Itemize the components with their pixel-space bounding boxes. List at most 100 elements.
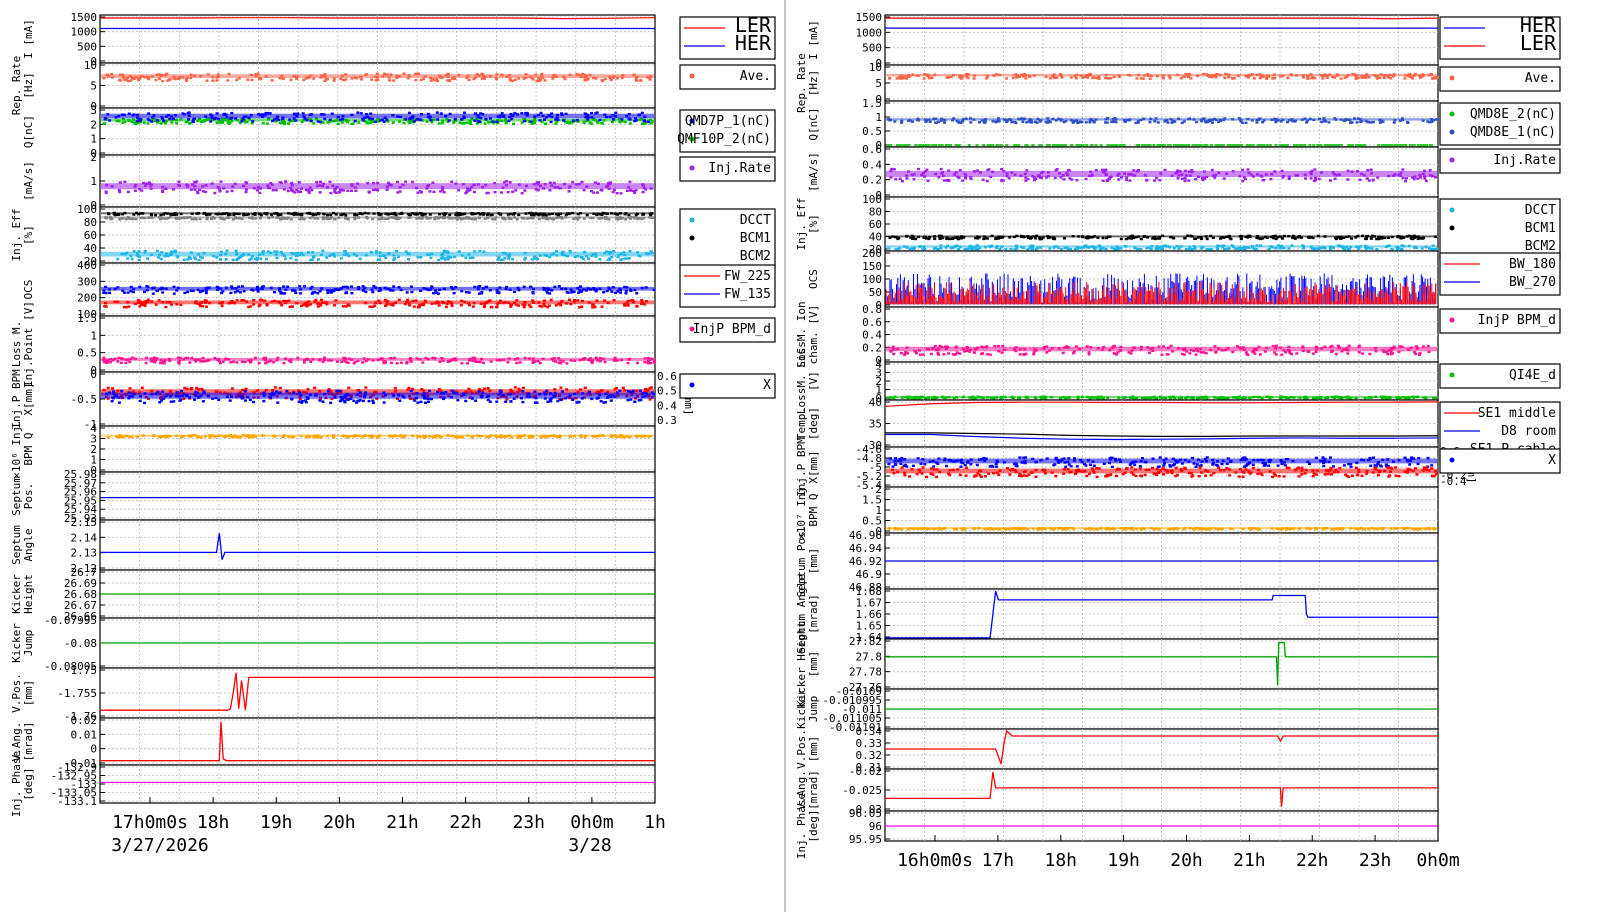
y-tick-label: 2.15 xyxy=(71,516,98,529)
data-point xyxy=(344,214,347,216)
data-point xyxy=(624,257,627,259)
series-line xyxy=(885,18,1438,19)
data-point xyxy=(161,390,164,392)
data-point xyxy=(105,362,108,364)
data-point xyxy=(250,79,253,81)
data-point xyxy=(1157,144,1160,146)
data-point xyxy=(279,181,282,183)
data-point xyxy=(248,259,251,261)
legend-label: BCM1 xyxy=(740,231,771,246)
data-point xyxy=(895,77,898,79)
data-point xyxy=(329,119,332,121)
y-tick-label: 1000 xyxy=(856,26,883,39)
data-point xyxy=(494,191,497,193)
legend: QMD7P_1(nC)QMF10P_2(nC) xyxy=(677,110,775,152)
legend-swatch xyxy=(690,166,695,171)
data-point xyxy=(1413,144,1416,146)
legend-swatch xyxy=(1450,130,1455,135)
data-point xyxy=(161,362,164,364)
data-point xyxy=(534,401,537,403)
data-point xyxy=(246,79,249,81)
data-point xyxy=(562,119,565,121)
data-point xyxy=(1000,144,1003,146)
data-point xyxy=(1184,177,1187,179)
data-point xyxy=(1014,144,1017,146)
data-point xyxy=(367,191,370,193)
data-point xyxy=(192,118,195,120)
data-point xyxy=(982,144,985,146)
data-point xyxy=(1369,121,1372,123)
y-tick-label: 1500 xyxy=(71,11,98,24)
data-point xyxy=(371,306,374,308)
series-band xyxy=(101,287,654,291)
data-point xyxy=(1228,144,1231,146)
data-point xyxy=(408,304,411,306)
data-point xyxy=(934,121,937,123)
data-point xyxy=(189,122,192,124)
legend: Ave. xyxy=(1440,67,1560,91)
data-point xyxy=(544,79,547,81)
legend: InjP BPM_d xyxy=(680,318,775,342)
y-tick-label: 1.5 xyxy=(77,312,97,325)
data-point xyxy=(435,292,438,294)
data-point xyxy=(183,292,186,294)
data-point xyxy=(419,119,422,121)
data-point xyxy=(272,361,275,363)
data-point xyxy=(619,192,622,194)
data-point xyxy=(947,76,950,78)
data-point xyxy=(228,122,231,124)
data-point xyxy=(1117,178,1120,180)
data-point xyxy=(468,79,471,81)
data-point xyxy=(272,189,275,191)
data-point xyxy=(1329,179,1332,181)
y-axis-label: Height xyxy=(22,574,35,614)
data-point xyxy=(256,189,259,191)
data-point xyxy=(128,361,131,363)
data-point xyxy=(383,120,386,122)
data-point xyxy=(1080,144,1083,146)
data-point xyxy=(496,305,499,307)
data-point xyxy=(284,181,287,183)
data-point xyxy=(105,305,108,307)
data-point xyxy=(519,361,522,363)
data-point xyxy=(226,79,229,81)
data-point xyxy=(173,292,176,294)
data-point xyxy=(108,119,111,121)
data-point xyxy=(604,361,607,363)
data-point xyxy=(159,122,162,124)
data-point xyxy=(161,80,164,82)
data-point xyxy=(1217,121,1220,123)
data-point xyxy=(521,401,524,403)
data-point xyxy=(1177,177,1180,179)
y-tick-label: 1 xyxy=(90,329,97,342)
data-point xyxy=(416,192,419,194)
data-point xyxy=(232,259,235,261)
data-point xyxy=(443,191,446,193)
data-point xyxy=(572,119,575,121)
data-point xyxy=(1259,77,1262,79)
data-point xyxy=(205,305,208,307)
y-tick-label: -0.5 xyxy=(71,393,98,406)
data-point xyxy=(318,399,321,401)
data-point xyxy=(157,256,160,258)
data-point xyxy=(457,189,460,191)
data-point xyxy=(229,292,232,294)
data-point xyxy=(282,362,285,364)
data-point xyxy=(177,181,180,183)
data-point xyxy=(213,192,216,194)
data-point xyxy=(105,292,108,294)
y-tick-label: 200 xyxy=(77,292,97,305)
y-tick-label: 10 xyxy=(869,61,882,74)
data-point xyxy=(1149,78,1152,80)
data-point xyxy=(138,259,141,261)
data-point xyxy=(550,121,553,123)
data-point xyxy=(413,120,416,122)
data-point xyxy=(1424,144,1427,146)
data-point xyxy=(1056,144,1059,146)
data-point xyxy=(319,191,322,193)
data-point xyxy=(354,190,357,192)
data-point xyxy=(436,118,439,120)
data-point xyxy=(1394,144,1397,146)
data-point xyxy=(441,122,444,124)
y-tick-label: 1 xyxy=(90,133,97,146)
